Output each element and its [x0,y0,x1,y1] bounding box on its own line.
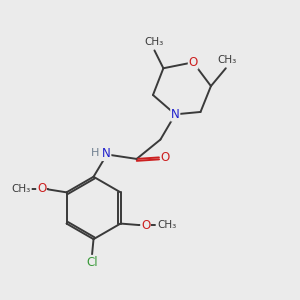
Text: O: O [141,218,150,232]
Text: N: N [102,147,111,161]
Text: O: O [188,56,198,69]
Text: CH₃: CH₃ [12,184,31,194]
Text: CH₃: CH₃ [218,55,237,65]
Text: H: H [91,148,99,158]
Text: N: N [171,108,180,121]
Text: CH₃: CH₃ [145,37,164,47]
Text: CH₃: CH₃ [157,220,176,230]
Text: Cl: Cl [86,256,98,268]
Text: O: O [161,151,170,164]
Text: O: O [37,182,46,195]
